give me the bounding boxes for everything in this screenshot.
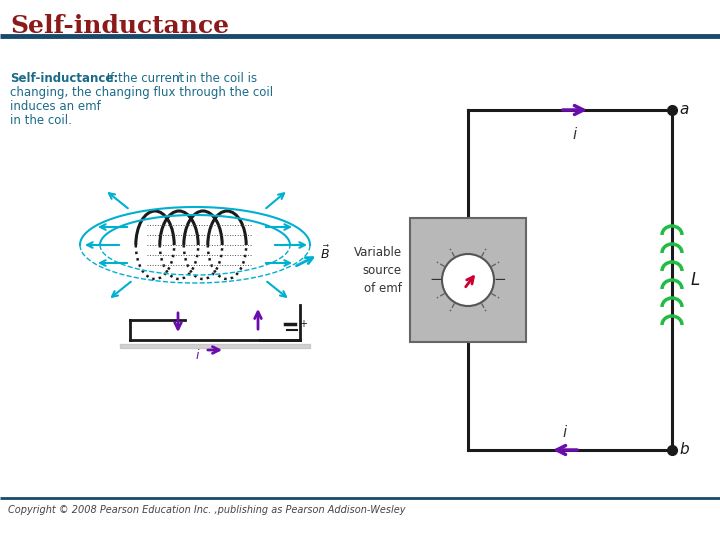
Text: $i$: $i$ (195, 348, 200, 362)
Bar (410, 218, 526, 342)
Text: If the current: If the current (103, 72, 188, 85)
Text: −: − (430, 273, 442, 287)
Text: in the coil.: in the coil. (10, 114, 72, 127)
Text: $\vec{B}$: $\vec{B}$ (320, 245, 330, 262)
Circle shape (442, 254, 494, 306)
Text: Variable
source
of emf: Variable source of emf (354, 246, 402, 294)
Text: Self-inductance:: Self-inductance: (10, 72, 118, 85)
Text: b: b (679, 442, 688, 457)
Text: i: i (177, 72, 180, 85)
Text: changing, the changing flux through the coil: changing, the changing flux through the … (10, 86, 273, 99)
Text: +: + (299, 319, 307, 329)
Text: induces an emf: induces an emf (10, 100, 101, 113)
Text: $L$: $L$ (690, 271, 701, 289)
Text: −: − (494, 273, 506, 287)
Text: $i$: $i$ (562, 424, 568, 440)
Text: $i$: $i$ (572, 126, 578, 142)
Text: Self-inductance: Self-inductance (10, 14, 229, 38)
Text: a: a (679, 103, 688, 118)
Text: in the coil is: in the coil is (182, 72, 257, 85)
Text: Copyright © 2008 Pearson Education Inc. ,publishing as Pearson Addison-Wesley: Copyright © 2008 Pearson Education Inc. … (8, 505, 405, 515)
